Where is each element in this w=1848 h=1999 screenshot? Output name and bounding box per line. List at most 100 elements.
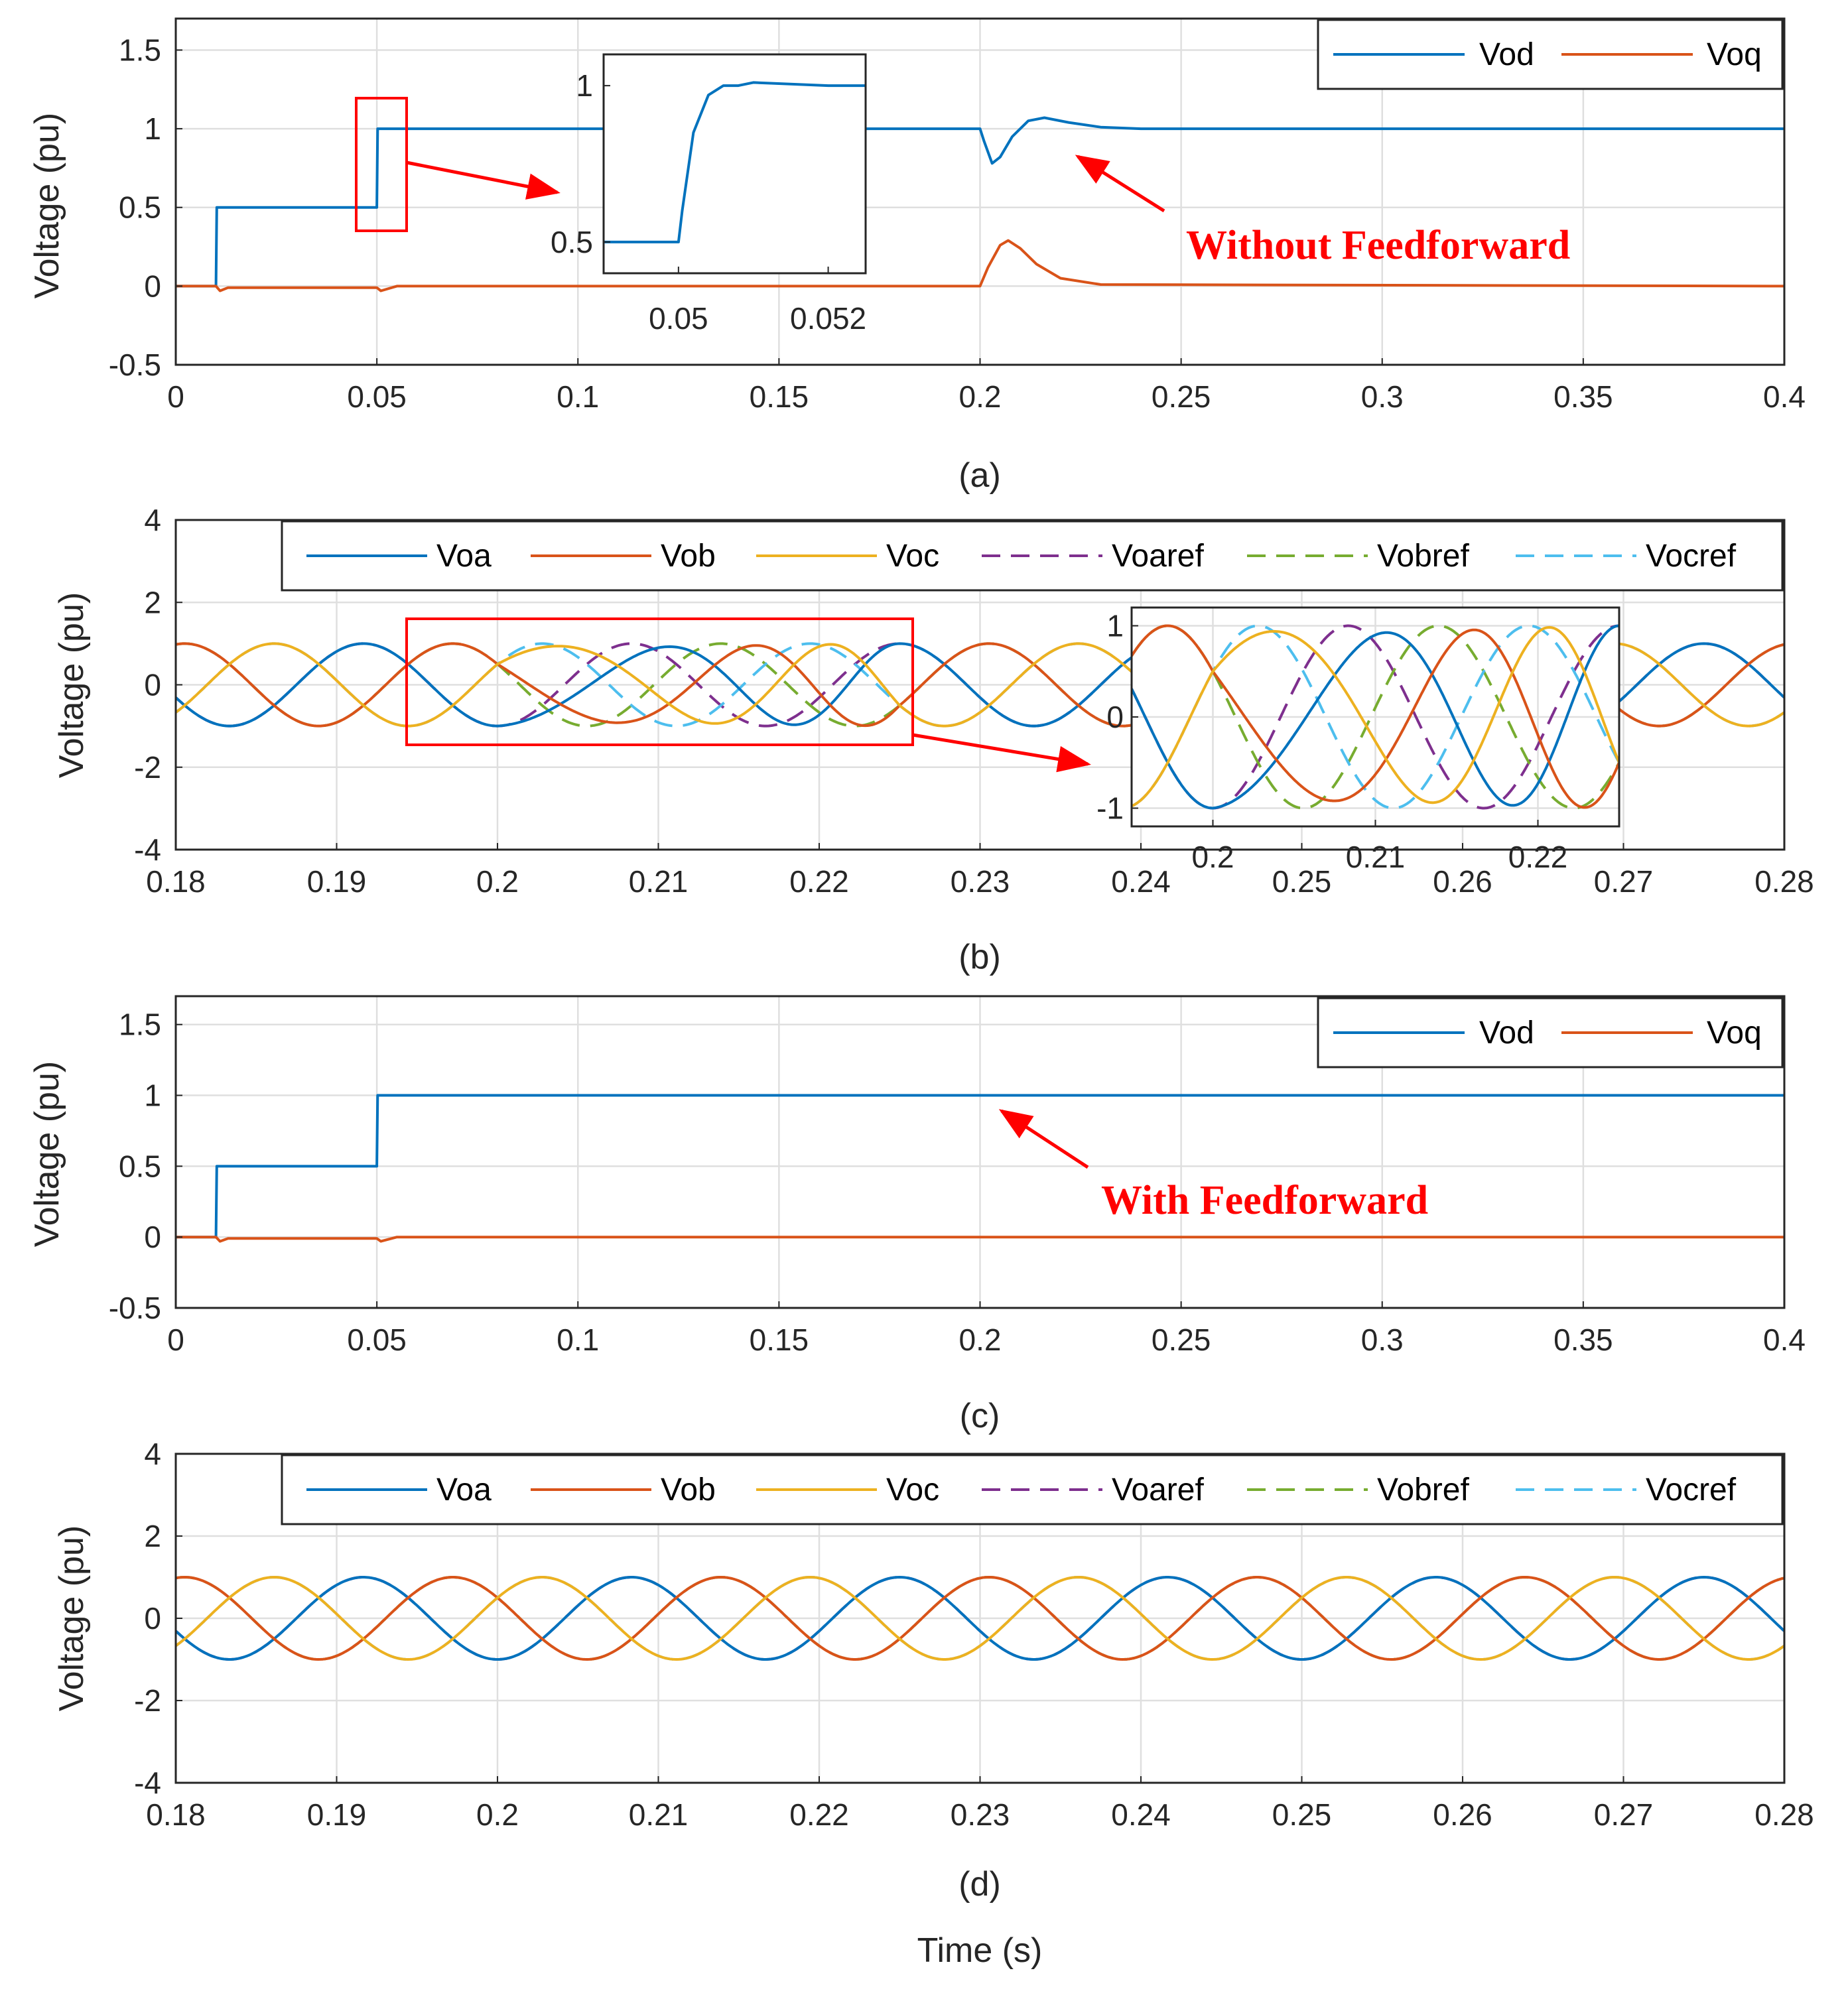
zoom-arrow-a: [406, 161, 561, 200]
legend-label-vod-c: Vod: [1479, 1015, 1534, 1051]
caption-c: (c): [960, 1397, 1000, 1435]
inset-x-tick-labels-b: 0.2 0.21 0.22: [1192, 820, 1568, 874]
legend-label-voa: Voa: [436, 1472, 492, 1508]
x-tick-labels-a: 0 0.05 0.1 0.15 0.2 0.25 0.3 0.35 0.4: [167, 358, 1806, 414]
caption-a: (a): [958, 456, 1001, 495]
inset-b: 0.2 0.21 0.22 -1 0 1: [1096, 606, 1620, 874]
x-tick-label: 0.23: [951, 864, 1010, 899]
series-a: [176, 116, 1784, 292]
legend-label-voaref: Voaref: [1112, 539, 1204, 574]
legend-label-vod-a: Vod: [1479, 37, 1534, 72]
series-line-voc: [176, 1576, 1784, 1661]
x-tick-label: 0.22: [789, 864, 849, 899]
x-tick-label: 0.05: [347, 379, 407, 414]
x-tick-label: 0.35: [1553, 1322, 1613, 1357]
x-tick-label: 0.05: [347, 1322, 407, 1357]
y-tick-label: 0.5: [119, 190, 161, 225]
y-tick-label: -2: [134, 1683, 161, 1718]
y-tick-labels-a: -0.5 0 0.5 1 1.5: [109, 32, 182, 382]
x-tick-label: 0.18: [146, 1797, 206, 1832]
annotation-text-c: With Feedforward: [1101, 1178, 1428, 1223]
y-tick-label: 1: [576, 68, 593, 103]
x-tick-labels-b: 0.18 0.19 0.2 0.21 0.22 0.23 0.24 0.25 0.26 0.27 0…: [146, 843, 1814, 899]
legend-label-vocref: Vocref: [1646, 1472, 1737, 1508]
x-tick-label: 0.22: [789, 1797, 849, 1832]
legend-a: Vod Voq: [1317, 19, 1784, 90]
y-tick-label: 1: [144, 111, 161, 146]
x-tick-label: 0.21: [629, 1797, 689, 1832]
y-tick-labels-d: -4 -2 0 2 4: [134, 1437, 182, 1800]
x-tick-label: 0.3: [1361, 1322, 1404, 1357]
y-tick-label: 1.5: [119, 1007, 161, 1042]
x-tick-label: 0.19: [307, 1797, 367, 1832]
inset-series-line-vod: [604, 81, 866, 243]
panel-a: 0 0.05 0.1 0.15 0.2 0.25 0.3 0.35 0.4 -0.500.511…: [28, 17, 1806, 495]
x-tick-label: 0.15: [750, 1322, 809, 1357]
legend-label-voq-c: Voq: [1707, 1015, 1762, 1051]
x-tick-label: 0.1: [557, 1322, 599, 1357]
y-tick-label: 0: [144, 269, 161, 303]
zoom-box-b: [405, 617, 914, 746]
zoom-box-a: [355, 97, 408, 232]
y-axis-label-d: Voltage (pu): [52, 1525, 91, 1711]
x-tick-labels-c: 0 0.05 0.1 0.15 0.2 0.25 0.3 0.35 0.4: [167, 1301, 1806, 1357]
x-tick-label: 0.24: [1111, 864, 1171, 899]
series-line-vod: [176, 116, 1784, 288]
y-tick-label: -0.5: [109, 1291, 161, 1325]
y-tick-label: 0.5: [551, 225, 593, 259]
y-axis-label-a: Voltage (pu): [28, 113, 66, 298]
legend-b: Voa Vob Voc Voaref Vobref Vocref: [281, 520, 1784, 592]
x-tick-label: 0.052: [790, 301, 866, 336]
x-tick-label: 0.18: [146, 864, 206, 899]
series-line-vob: [176, 1576, 1784, 1661]
x-tick-label: 0.4: [1763, 1322, 1806, 1357]
x-tick-label: 0.25: [1152, 1322, 1211, 1357]
legend-label-voc: Voc: [886, 1472, 939, 1508]
x-tick-label: 0.2: [959, 379, 1002, 414]
legend-c: Vod Voq: [1317, 997, 1784, 1068]
x-tick-label: 0.19: [307, 864, 367, 899]
y-tick-label: 0: [1106, 700, 1124, 734]
series-line-voa: [176, 1576, 1784, 1661]
y-tick-labels-c: -0.5 0 0.5 1 1.5: [109, 1007, 182, 1325]
y-tick-label: 1: [1106, 609, 1124, 643]
y-tick-label: 2: [144, 585, 161, 619]
inset-series-line-vobref: [1132, 624, 1619, 810]
legend-label-vob: Vob: [661, 539, 716, 574]
x-tick-label: 0.28: [1754, 864, 1814, 899]
legend-label-vobref: Vobref: [1377, 539, 1469, 574]
x-tick-label: 0.26: [1433, 864, 1492, 899]
x-tick-label: 0.05: [649, 301, 708, 336]
inset-series-line-voa: [1132, 624, 1619, 810]
y-tick-label: -0.5: [109, 348, 161, 382]
x-tick-label: 0.23: [951, 1797, 1010, 1832]
y-axis-label-b: Voltage (pu): [52, 592, 91, 778]
x-tick-label: 0.2: [476, 1797, 519, 1832]
series-d: [176, 1576, 1784, 1661]
x-tick-label: 0.26: [1433, 1797, 1492, 1832]
y-tick-label: 0.5: [119, 1149, 161, 1183]
legend-label-vob: Vob: [661, 1472, 716, 1508]
y-tick-label: 2: [144, 1519, 161, 1553]
series-line-voq: [176, 239, 1784, 292]
y-tick-label: -4: [134, 1766, 161, 1800]
caption-d: (d): [958, 1865, 1001, 1903]
y-tick-labels-b: -4 -2 0 2 4: [134, 503, 182, 867]
legend-label-voq-a: Voq: [1707, 37, 1762, 72]
legend-d: Voa Vob Voc Voaref Vobref Vocref: [281, 1454, 1784, 1525]
x-tick-label: 0.28: [1754, 1797, 1814, 1832]
series-line-voq: [176, 1236, 1784, 1243]
y-tick-label: -1: [1096, 791, 1124, 826]
panel-b: 0.18 0.19 0.2 0.21 0.22 0.23 0.24 0.25 0.26 0.27 0…: [52, 503, 1814, 976]
legend-label-vobref: Vobref: [1377, 1472, 1469, 1508]
x-tick-label: 0.21: [1346, 840, 1406, 874]
x-tick-label: 0.35: [1553, 379, 1613, 414]
y-tick-label: 0: [144, 1220, 161, 1254]
x-tick-label: 0.3: [1361, 379, 1404, 414]
x-tick-label: 0.25: [1272, 1797, 1332, 1832]
y-tick-label: 4: [144, 503, 161, 537]
x-tick-label: 0.25: [1272, 864, 1332, 899]
annotation-arrow-c: [998, 1109, 1089, 1169]
x-tick-label: 0.1: [557, 379, 599, 414]
x-tick-label: 0.22: [1508, 840, 1568, 874]
